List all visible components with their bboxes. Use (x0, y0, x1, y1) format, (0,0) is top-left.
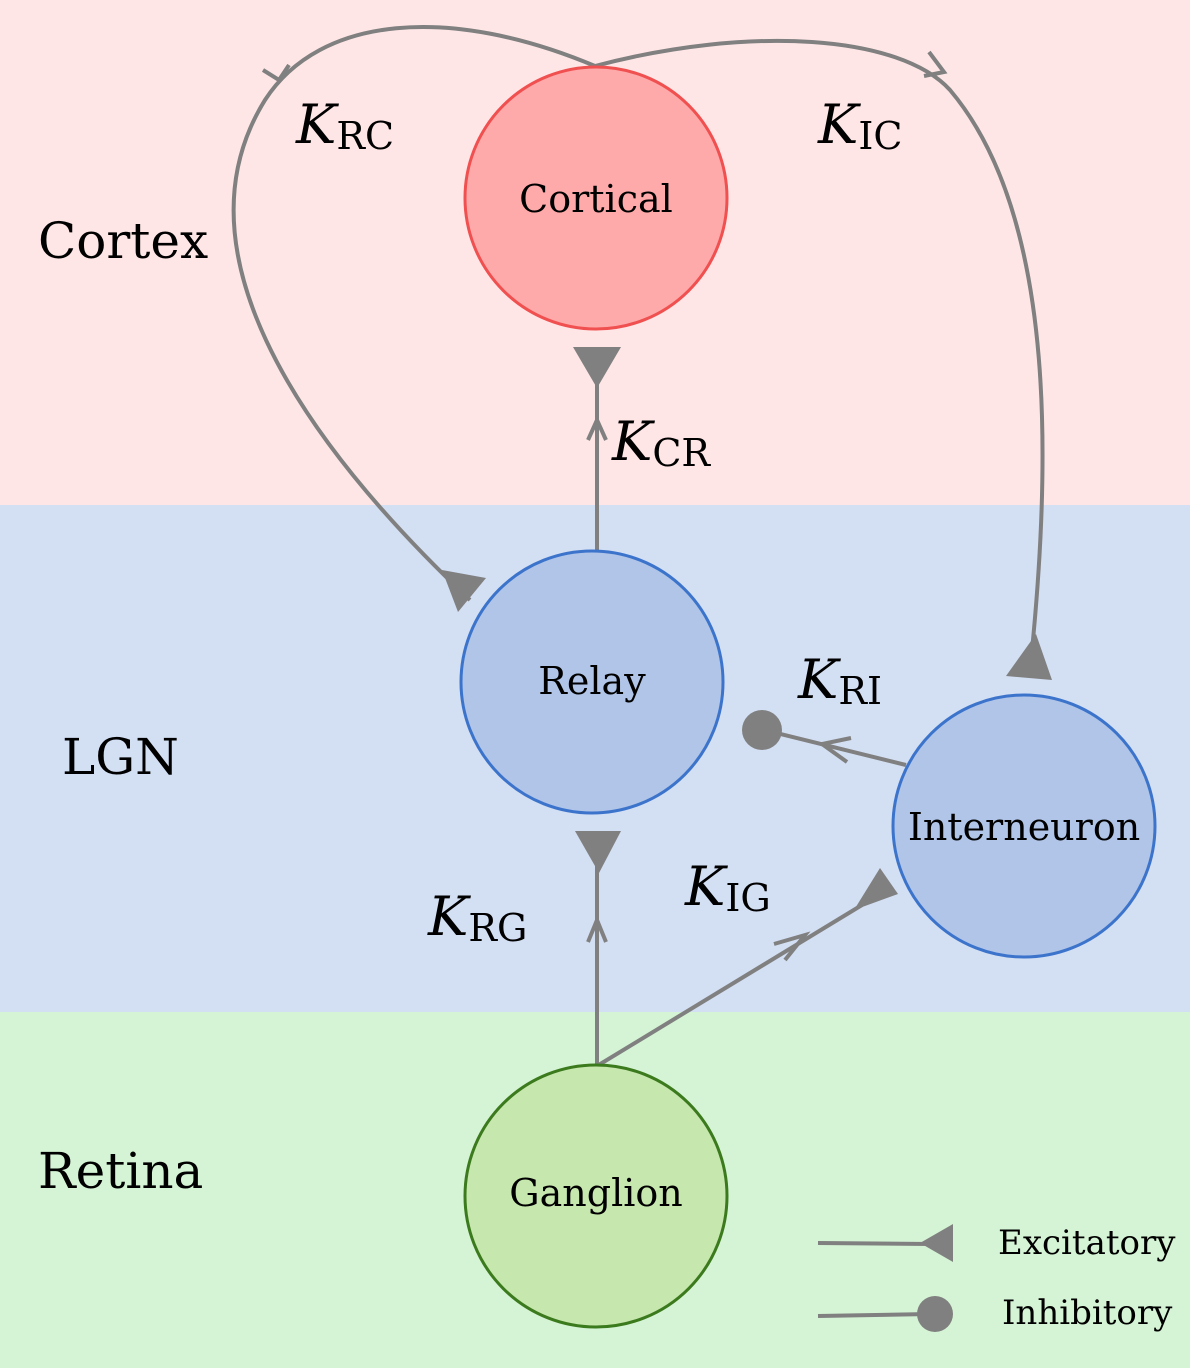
relay-node: Relay (459, 549, 725, 815)
k-ri-label: KRI (797, 648, 882, 713)
k-rg-label: KRG (427, 885, 527, 950)
k-cr-label: KCR (611, 410, 711, 475)
legend-excitatory: Excitatory (817, 1223, 1176, 1263)
ganglion-label: Ganglion (509, 1171, 682, 1215)
legend-inhibitory: Inhibitory (817, 1293, 1173, 1333)
relay-label: Relay (538, 659, 646, 703)
edge-k-ri (742, 710, 907, 767)
ganglion-node: Ganglion (463, 1063, 729, 1329)
edge-k-rg (575, 831, 621, 1066)
legend-excitatory-label: Excitatory (998, 1223, 1176, 1263)
k-ic-label: KIC (817, 93, 902, 158)
edge-k-ig (595, 868, 898, 1068)
retina-label: Retina (38, 1142, 203, 1200)
edge-k-rc (231, 25, 596, 612)
edge-k-cr (573, 347, 621, 551)
k-rc-label: KRC (295, 93, 394, 158)
excitatory-symbol (920, 1224, 953, 1262)
cortex-label: Cortex (38, 212, 208, 270)
legend: Excitatory Inhibitory (817, 1223, 1176, 1333)
interneuron-node: Interneuron (891, 693, 1157, 959)
inhibitory-symbol (917, 1296, 953, 1332)
edge-k-ic (594, 38, 1052, 680)
lgn-label: LGN (62, 728, 179, 786)
cortical-node: Cortical (463, 65, 729, 331)
cortical-label: Cortical (519, 177, 673, 221)
interneuron-label: Interneuron (908, 805, 1140, 849)
legend-inhibitory-label: Inhibitory (1002, 1293, 1173, 1333)
k-ig-label: KIG (684, 855, 771, 920)
